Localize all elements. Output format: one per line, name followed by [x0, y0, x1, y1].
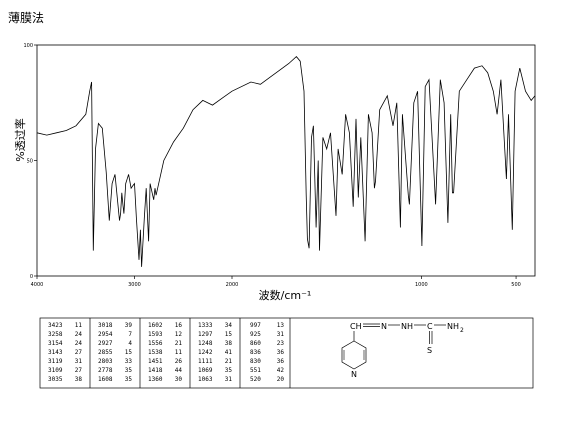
wavenumber-cell: 1418 [148, 367, 163, 374]
atom: CH [350, 322, 362, 331]
transmittance-cell: 21 [175, 340, 183, 347]
transmittance-cell: 35 [125, 376, 133, 383]
wavenumber-cell: 1333 [198, 322, 213, 329]
transmittance-cell: 20 [277, 376, 285, 383]
wavenumber-cell: 1111 [198, 358, 213, 365]
structure: CH N NH C NH 2 S N [341, 322, 464, 379]
wavenumber-cell: 2927 [98, 340, 113, 347]
wavenumber-cell: 1608 [98, 376, 113, 383]
table-frame [39, 317, 534, 389]
transmittance-cell: 36 [277, 349, 285, 356]
y-tick-label: 50 [27, 159, 33, 165]
atom: C [427, 322, 433, 331]
wavenumber-cell: 1248 [198, 340, 213, 347]
atom: N [381, 322, 387, 331]
atom: NH [447, 322, 459, 331]
transmittance-cell: 26 [175, 358, 183, 365]
transmittance-cell: 42 [277, 367, 285, 374]
transmittance-cell: 21 [225, 358, 233, 365]
transmittance-cell: 23 [277, 340, 285, 347]
wavenumber-cell: 1242 [198, 349, 213, 356]
transmittance-cell: 41 [225, 349, 233, 356]
wavenumber-cell: 860 [250, 340, 261, 347]
wavenumber-cell: 3018 [98, 322, 113, 329]
x-axis-label: 波数/cm⁻¹ [259, 289, 312, 302]
wavenumber-cell: 3258 [48, 331, 63, 338]
transmittance-cell: 16 [175, 322, 183, 329]
transmittance-cell: 11 [175, 349, 183, 356]
wavenumber-cell: 1451 [148, 358, 163, 365]
transmittance-cell: 4 [128, 340, 132, 347]
atom: NH [401, 322, 413, 331]
atom: S [427, 346, 432, 355]
wavenumber-cell: 1556 [148, 340, 163, 347]
plot-frame [36, 44, 536, 277]
wavenumber-cell: 3154 [48, 340, 63, 347]
wavenumber-cell: 551 [250, 367, 261, 374]
wavenumber-cell: 997 [250, 322, 261, 329]
transmittance-cell: 38 [225, 340, 233, 347]
wavenumber-cell: 2803 [98, 358, 113, 365]
wavenumber-cell: 520 [250, 376, 261, 383]
wavenumber-cell: 1593 [148, 331, 163, 338]
wavenumber-cell: 3035 [48, 376, 63, 383]
transmittance-cell: 35 [225, 367, 233, 374]
wavenumber-cell: 2778 [98, 367, 113, 374]
atom: N [351, 370, 357, 379]
transmittance-cell: 13 [277, 322, 285, 329]
wavenumber-cell: 925 [250, 331, 261, 338]
wavenumber-cell: 836 [250, 349, 261, 356]
transmittance-cell: 30 [175, 376, 183, 383]
x-tick-label: 500 [511, 282, 521, 288]
wavenumber-cell: 1360 [148, 376, 163, 383]
wavenumber-cell: 1069 [198, 367, 213, 374]
transmittance-cell: 15 [125, 349, 133, 356]
transmittance-cell: 15 [225, 331, 233, 338]
transmittance-cell: 31 [277, 331, 285, 338]
transmittance-cell: 27 [75, 367, 83, 374]
transmittance-cell: 24 [75, 331, 83, 338]
chart-title: 薄膜法 [8, 10, 44, 25]
transmittance-cell: 7 [128, 331, 132, 338]
x-tick-label: 2000 [226, 282, 239, 288]
x-tick-label: 1000 [415, 282, 428, 288]
x-tick-label: 3000 [128, 282, 141, 288]
wavenumber-cell: 2855 [98, 349, 113, 356]
wavenumber-cell: 830 [250, 358, 261, 365]
y-axis-label: %透过率 [13, 118, 27, 161]
wavenumber-cell: 2954 [98, 331, 113, 338]
transmittance-cell: 38 [75, 376, 83, 383]
table-dividers [89, 318, 291, 388]
transmittance-cell: 24 [75, 340, 83, 347]
wavenumber-cell: 1538 [148, 349, 163, 356]
transmittance-cell: 31 [75, 358, 83, 365]
transmittance-cell: 12 [175, 331, 183, 338]
transmittance-cell: 27 [75, 349, 83, 356]
transmittance-cell: 36 [277, 358, 285, 365]
wavenumber-cell: 1602 [148, 322, 163, 329]
transmittance-cell: 35 [125, 367, 133, 374]
transmittance-cell: 11 [75, 322, 83, 329]
spectrum-line [36, 56, 536, 267]
transmittance-cell: 39 [125, 322, 133, 329]
transmittance-cell: 31 [225, 376, 233, 383]
wavenumber-cell: 1297 [198, 331, 213, 338]
transmittance-cell: 34 [225, 322, 233, 329]
wavenumber-cell: 3109 [48, 367, 63, 374]
y-tick-label: 0 [30, 274, 33, 280]
atom: 2 [460, 327, 464, 334]
transmittance-cell: 33 [125, 358, 133, 365]
wavenumber-cell: 3143 [48, 349, 63, 356]
wavenumber-cell: 3119 [48, 358, 63, 365]
wavenumber-cell: 1063 [198, 376, 213, 383]
y-tick-label: 100 [23, 43, 33, 49]
wavenumber-cell: 3423 [48, 322, 63, 329]
x-tick-label: 4000 [31, 282, 44, 288]
transmittance-cell: 44 [175, 367, 183, 374]
